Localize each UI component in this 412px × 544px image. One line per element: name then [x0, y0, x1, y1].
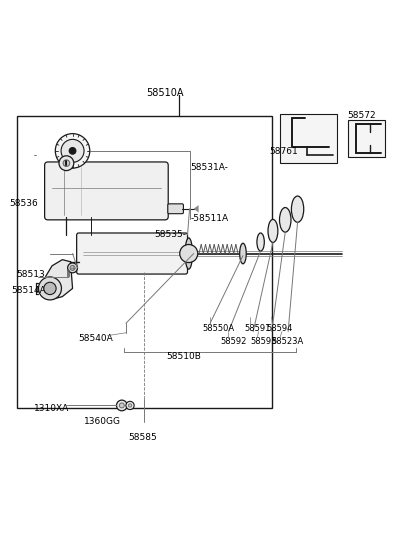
Circle shape: [129, 404, 132, 407]
Text: 58535-: 58535-: [154, 230, 187, 239]
Circle shape: [180, 244, 198, 263]
Text: 58761: 58761: [269, 147, 298, 156]
Text: 58592: 58592: [220, 337, 247, 347]
Circle shape: [38, 277, 61, 300]
Circle shape: [63, 160, 70, 166]
Text: 58514A: 58514A: [11, 286, 46, 295]
Circle shape: [44, 282, 56, 295]
Ellipse shape: [257, 233, 265, 251]
Circle shape: [61, 139, 84, 162]
FancyBboxPatch shape: [168, 204, 183, 214]
Polygon shape: [194, 205, 199, 213]
Circle shape: [119, 403, 124, 408]
Text: 58510A: 58510A: [146, 88, 184, 98]
Text: 58523A: 58523A: [272, 337, 304, 347]
Circle shape: [126, 401, 134, 410]
Text: 58585: 58585: [128, 432, 157, 442]
Text: 58550A: 58550A: [203, 324, 235, 333]
Circle shape: [59, 156, 74, 171]
Text: 58513: 58513: [16, 270, 45, 279]
Bar: [348, 120, 385, 157]
FancyBboxPatch shape: [44, 162, 168, 220]
Ellipse shape: [279, 207, 291, 232]
Ellipse shape: [268, 219, 278, 243]
Text: 1360GG: 1360GG: [84, 417, 121, 426]
Text: 58531A-: 58531A-: [190, 163, 228, 172]
Circle shape: [117, 400, 127, 411]
Text: 58540A: 58540A: [79, 334, 113, 343]
Bar: [280, 114, 337, 163]
Ellipse shape: [291, 196, 304, 222]
Circle shape: [68, 263, 77, 273]
Circle shape: [55, 134, 90, 168]
Text: 58572: 58572: [348, 110, 376, 120]
Polygon shape: [44, 259, 73, 299]
Ellipse shape: [185, 238, 192, 269]
Circle shape: [70, 265, 75, 270]
Text: -58511A: -58511A: [190, 214, 229, 223]
Text: 58536: 58536: [10, 199, 38, 207]
Text: 58510B: 58510B: [166, 351, 201, 361]
Text: 58594: 58594: [267, 324, 293, 333]
FancyBboxPatch shape: [77, 233, 187, 274]
Ellipse shape: [240, 243, 246, 264]
Text: 1310XA: 1310XA: [33, 404, 69, 413]
Circle shape: [69, 147, 76, 154]
Text: 58591: 58591: [244, 324, 271, 333]
Bar: [17, 116, 272, 407]
Text: 58593: 58593: [250, 337, 276, 347]
